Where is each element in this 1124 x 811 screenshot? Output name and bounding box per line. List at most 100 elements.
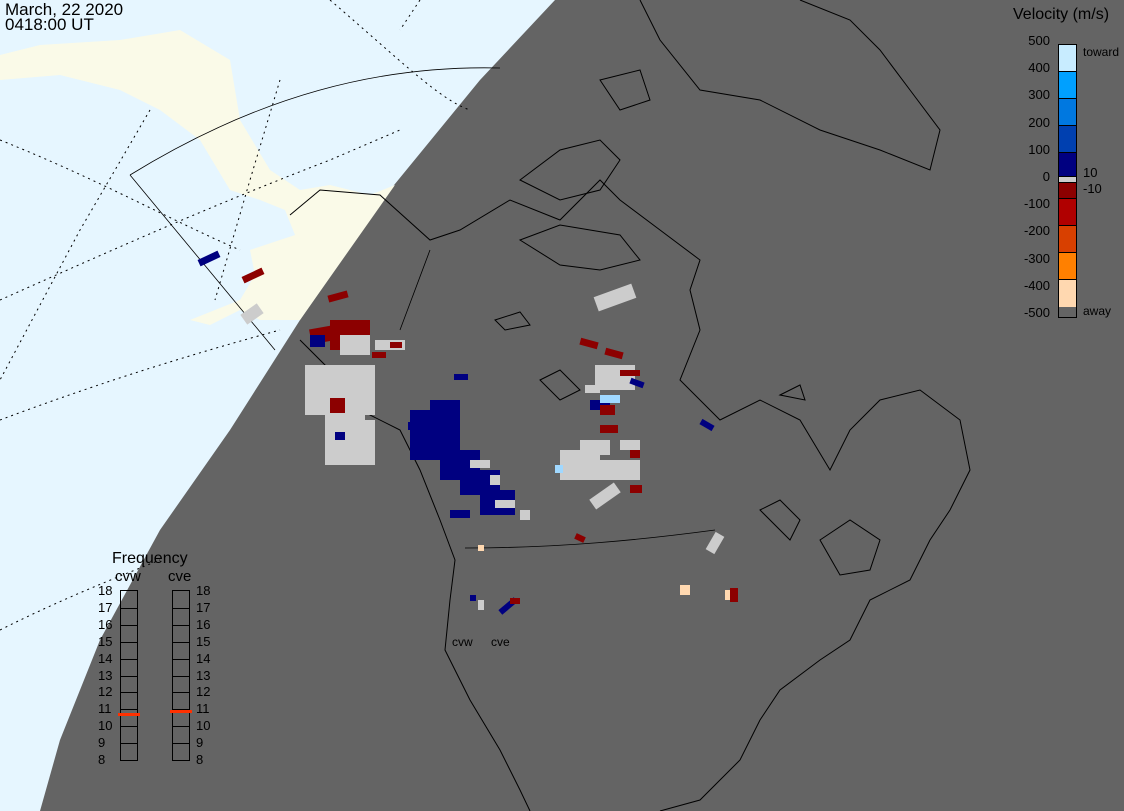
day-side (0, 0, 555, 811)
scatter-cell (470, 595, 476, 601)
colorbar-segment (1059, 226, 1076, 253)
scatter-cell (310, 335, 325, 347)
away-label: away (1083, 304, 1112, 318)
scatter-cell (620, 440, 640, 450)
scatter-cell (478, 545, 484, 551)
scatter-cell (197, 250, 221, 267)
alaska-land-day (0, 30, 395, 325)
map-label-cvw: cvw (452, 635, 473, 649)
frequency-tick-label: 12 (98, 684, 113, 700)
frequency-marker (118, 713, 140, 717)
threshold-pos-label: 10 (1083, 165, 1098, 180)
scatter-cell (699, 418, 715, 432)
velocity-colorbar (1058, 44, 1077, 318)
scatter-cell (593, 283, 637, 312)
velocity-tick-label: 500 (1028, 33, 1050, 48)
scatter-cell (630, 450, 640, 458)
scatter-cell (629, 377, 645, 389)
scatter-cell (478, 600, 484, 610)
frequency-tick-label: 15 (196, 633, 211, 649)
scatter-cell (580, 440, 610, 455)
scatter-cell (327, 290, 349, 303)
colorbar-segment (1059, 177, 1076, 183)
scatter-cell (450, 510, 470, 518)
scatter-cell (510, 598, 520, 604)
frequency-tick-label: 9 (196, 735, 204, 751)
frequency-tick-label: 14 (196, 650, 211, 666)
frequency-bar-cve (170, 590, 192, 761)
frequency-tick-label: 16 (98, 616, 113, 632)
velocity-tick-label: 300 (1028, 87, 1050, 103)
scatter-cell (555, 465, 563, 473)
scatter-cell (340, 335, 370, 355)
scatter-cell (241, 267, 265, 284)
velocity-tick-label: -400 (1023, 277, 1050, 293)
scatter-cell (730, 588, 738, 602)
velocity-tick-label: 0 (1042, 169, 1050, 184)
scatter-cell (372, 352, 386, 358)
colorbar-segment (1059, 126, 1076, 153)
frequency-tick-label: 8 (196, 752, 204, 767)
scatter-cell (430, 400, 460, 415)
scatter-cell (345, 420, 375, 465)
radar-name-cve: cve (168, 568, 192, 585)
frequency-tick-label: 12 (196, 684, 211, 700)
scatter-cell (589, 482, 621, 510)
scatter-cell (620, 370, 640, 376)
scatter-cell (574, 533, 586, 543)
colorbar-segment (1059, 253, 1076, 280)
scatter-cell (495, 500, 515, 508)
scatter-cell (470, 460, 490, 468)
scatter-cell (335, 432, 345, 440)
scatter-cell (595, 365, 635, 390)
time-label: 0418:00 UT (5, 15, 94, 34)
frequency-tick-label: 15 (98, 633, 113, 649)
frequency-tick-label: 9 (98, 735, 106, 751)
scatter-cell (600, 395, 620, 403)
scatter-cell (240, 303, 264, 325)
frequency-tick-label: 18 (98, 583, 113, 598)
scatter-cell (390, 342, 402, 348)
scatter-cell (490, 475, 500, 485)
scatter-cell (680, 585, 690, 595)
scatter-cell (630, 485, 642, 493)
scatter-cell (579, 337, 599, 350)
frequency-tick-label: 10 (196, 718, 211, 734)
colorbar-segment (1059, 153, 1076, 177)
frequency-tick-label: 11 (98, 701, 112, 717)
frequency-tick-label: 14 (98, 650, 113, 666)
velocity-legend-title: Velocity (m/s) (1013, 6, 1110, 23)
frequency-tick-label: 11 (196, 701, 210, 717)
scatter-cell (705, 531, 725, 555)
frequency-title: Frequency (112, 550, 188, 567)
colorbar-segment (1059, 72, 1076, 99)
scatter-cell (330, 398, 345, 413)
velocity-tick-label: -200 (1023, 223, 1050, 239)
colorbar-segment (1059, 45, 1076, 72)
scatter-cell (600, 425, 618, 433)
frequency-tick-label: 13 (196, 667, 211, 683)
frequency-tick-label: 10 (98, 718, 113, 734)
map-label-cve: cve (491, 635, 510, 649)
velocity-tick-label: -500 (1023, 305, 1050, 320)
toward-label: toward (1083, 45, 1120, 59)
colorbar-segment (1059, 183, 1076, 199)
velocity-tick-label: 200 (1028, 114, 1050, 130)
scatter-cells (197, 250, 738, 615)
colorbar-segment (1059, 99, 1076, 126)
date-label: March, 22 2020 (5, 0, 124, 19)
frequency-marker (170, 709, 192, 713)
threshold-neg-label: -10 (1083, 181, 1102, 196)
frequency-tick-label: 13 (98, 667, 113, 683)
graticule (0, 0, 471, 631)
scatter-cell (600, 405, 615, 415)
frequency-bar-cvw (118, 590, 140, 761)
frequency-tick-label: 17 (196, 599, 211, 615)
frequency-tick-label: 16 (196, 616, 211, 632)
velocity-tick-label: -300 (1023, 250, 1050, 266)
scatter-cell (604, 347, 624, 360)
velocity-tick-label: -100 (1023, 196, 1050, 212)
colorbar-segment (1059, 199, 1076, 226)
scatter-cell (520, 510, 530, 520)
scatter-cell (408, 422, 418, 430)
